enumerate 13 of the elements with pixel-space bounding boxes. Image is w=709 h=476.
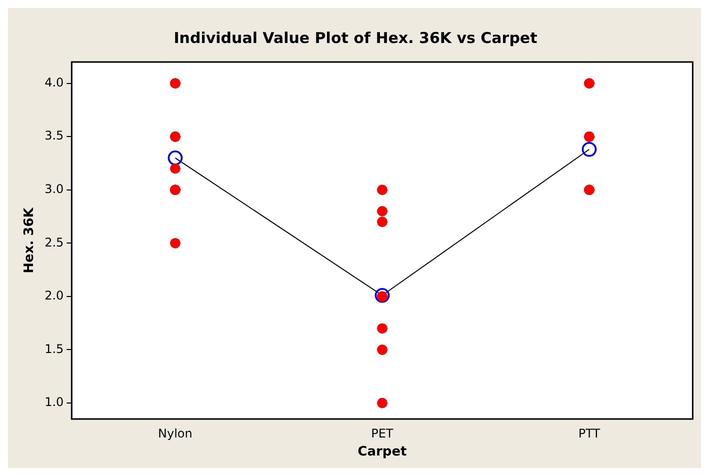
x-axis-title: Carpet bbox=[358, 444, 407, 460]
y-tick-label: 3.5 bbox=[44, 128, 64, 143]
chart-title: Individual Value Plot of Hex. 36K vs Carpet bbox=[174, 28, 538, 47]
y-tick-label: 3.0 bbox=[44, 182, 64, 196]
x-tick-label: Nylon bbox=[158, 426, 192, 440]
y-tick-label: 2.0 bbox=[44, 288, 64, 303]
y-tick-label: 4.0 bbox=[44, 75, 64, 90]
x-tick-label: PTT bbox=[578, 426, 601, 440]
x-tick-label: PET bbox=[371, 426, 394, 440]
y-tick-label: 1.0 bbox=[44, 395, 64, 410]
y-tick-label: 1.5 bbox=[44, 342, 64, 356]
y-axis-title: Hex. 36K bbox=[22, 206, 38, 274]
y-tick-label: 2.5 bbox=[44, 235, 64, 250]
